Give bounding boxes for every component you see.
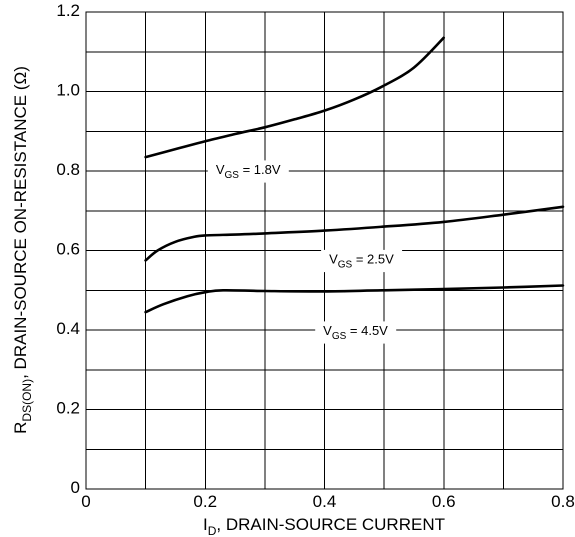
series-label-3: VGS = 4.5V bbox=[315, 321, 396, 343]
y-tick-label-0: 0 bbox=[71, 478, 80, 497]
y-tick-label-5: 1.0 bbox=[56, 81, 80, 100]
y-tick-label-2: 0.4 bbox=[56, 319, 80, 338]
x-tick-label-2: 0.4 bbox=[313, 492, 337, 511]
x-tick-label-0: 0 bbox=[81, 492, 90, 511]
series-labels: VGS = 1.8V VGS = 2.5V VGS = 4.5V bbox=[208, 160, 402, 343]
x-tick-label-4: 0.8 bbox=[551, 492, 575, 511]
y-axis-label: RDS(ON), DRAIN-SOURCE ON-RESISTANCE (Ω) bbox=[11, 66, 34, 434]
x-tick-label-3: 0.6 bbox=[432, 492, 456, 511]
y-tick-label-1: 0.2 bbox=[56, 399, 80, 418]
y-tick-label-4: 0.8 bbox=[56, 160, 80, 179]
series-line-1 bbox=[146, 38, 444, 157]
tick-labels: 0 0.2 0.4 0.6 0.8 0 0.2 0.4 0.6 0.8 1.0 1.2 bbox=[56, 1, 574, 511]
series-line-3 bbox=[146, 286, 563, 313]
y-tick-label-3: 0.6 bbox=[56, 240, 80, 259]
y-tick-label-6: 1.2 bbox=[56, 1, 80, 20]
x-axis-label: ID, DRAIN-SOURCE CURRENT bbox=[203, 515, 445, 537]
x-tick-label-1: 0.2 bbox=[193, 492, 217, 511]
series-label-1: VGS = 1.8V bbox=[208, 160, 289, 182]
series-label-2: VGS = 2.5V bbox=[321, 250, 402, 272]
